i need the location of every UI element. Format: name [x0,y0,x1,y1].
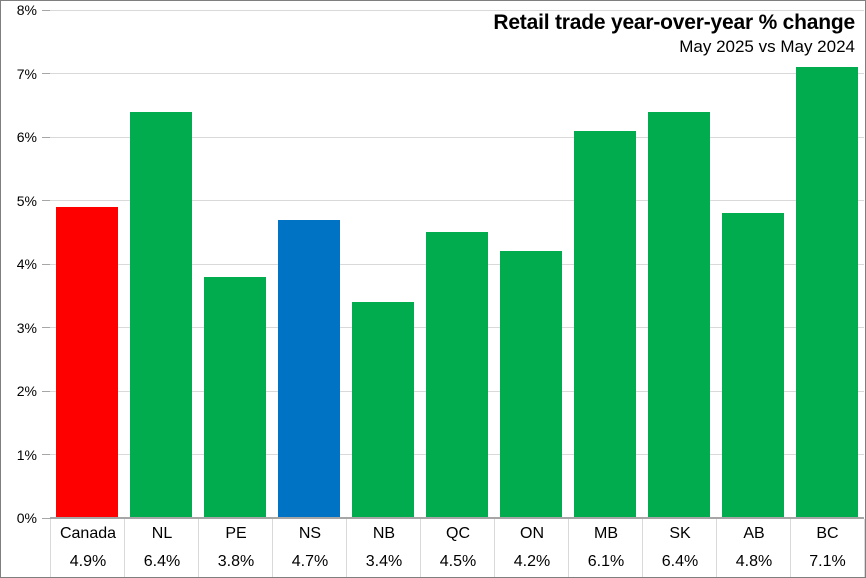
x-label-value-ab: 4.8% [735,553,773,570]
bar-column-sk [642,10,716,518]
x-label-value-bc: 7.1% [809,553,846,570]
y-axis-tick-7% [42,73,50,74]
bar-column-qc [420,10,494,518]
chart-subtitle: May 2025 vs May 2024 [679,37,855,56]
y-axis-tick-3% [42,327,50,328]
y-axis-tick-8% [42,9,50,11]
y-axis-label-4%: 4% [16,256,37,272]
y-axis-label-7%: 7% [16,65,37,82]
x-label-cell-nl: NL 6.4% [124,519,199,577]
bar-sk [648,111,710,518]
x-label-name-bc: BC [816,525,839,542]
x-label-cell-sk: SK 6.4% [642,519,717,577]
plot-area [42,9,864,519]
x-label-value-on: 4.2% [513,553,551,570]
x-label-cell-on: ON 4.2% [494,519,569,577]
x-label-value-canada: 4.9% [69,553,107,570]
title-block: Retail trade year-over-year % change May… [493,9,855,57]
y-axis-label-2%: 2% [16,383,37,399]
bar-ab [722,213,784,518]
y-axis-label-8%: 8% [16,2,37,18]
bar-nl [130,111,192,518]
x-label-name-ns: NS [298,525,322,542]
bar-ns [278,219,340,518]
x-label-name-qc: QC [446,525,470,542]
bar-bc [796,67,858,518]
x-label-row: Canada 4.9% NL 6.4% PE 3.8% NS 4.7% NB 3.4% QC 4.5%… [50,519,865,577]
bar-column-nl [124,10,198,518]
bar-column-canada [50,10,124,518]
y-axis-tick-5% [42,200,50,201]
y-axis-tick-6% [42,136,50,138]
x-label-cell-ns: NS 4.7% [272,519,347,577]
bar-column-mb [568,10,642,518]
gridline-5% [50,200,864,201]
y-axis-tick-1% [42,454,50,455]
bar-pe [204,276,266,518]
x-label-name-sk: SK [669,525,691,542]
x-label-name-canada: Canada [59,525,117,542]
x-axis-line [50,517,864,519]
bar-column-ab [716,10,790,518]
x-label-cell-pe: PE 3.8% [198,519,273,577]
y-axis-label-3%: 3% [16,319,37,336]
x-label-cell-canada: Canada 4.9% [50,519,125,577]
x-label-name-nl: NL [151,525,173,542]
y-axis-tick-4% [42,263,50,265]
y-axis: 0% 1% 2% 3% 4% 5% 6% 7% 8% [1,2,37,526]
bar-mb [574,130,636,518]
chart-title: Retail trade year-over-year % change [493,11,855,34]
x-label-name-mb: MB [594,525,618,542]
x-label-value-nl: 6.4% [143,553,181,570]
bar-column-nb [346,10,420,518]
x-label-value-sk: 6.4% [661,553,699,570]
x-label-name-ab: AB [743,525,765,542]
y-axis-tick-0% [42,517,50,519]
y-axis-tick-2% [42,390,50,392]
x-label-cell-qc: QC 4.5% [420,519,495,577]
x-label-value-qc: 4.5% [439,553,477,570]
x-label-value-ns: 4.7% [291,553,329,570]
y-axis-label-6%: 6% [16,129,37,145]
x-label-value-nb: 3.4% [365,553,403,570]
bar-column-on [494,10,568,518]
gridline-7% [50,73,864,74]
gridline-6% [50,136,864,138]
x-label-name-nb: NB [372,525,396,542]
x-label-name-pe: PE [225,525,247,542]
x-label-name-on: ON [520,525,544,542]
bar-on [500,251,562,518]
bar-qc [426,232,488,518]
x-label-value-pe: 3.8% [217,553,255,570]
x-label-value-mb: 6.1% [587,553,625,570]
bar-nb [352,302,414,518]
y-axis-label-5%: 5% [16,192,37,209]
bar-column-ns [272,10,346,518]
bar-column-bc [790,10,864,518]
y-axis-label-1%: 1% [16,446,37,463]
bar-column-pe [198,10,272,518]
x-label-cell-mb: MB 6.1% [568,519,643,577]
x-label-cell-ab: AB 4.8% [716,519,791,577]
bar-canada [56,206,118,518]
x-label-cell-nb: NB 3.4% [346,519,421,577]
gridline-8% [50,9,864,11]
y-axis-label-0%: 0% [16,510,37,526]
x-label-cell-bc: BC 7.1% [790,519,865,577]
